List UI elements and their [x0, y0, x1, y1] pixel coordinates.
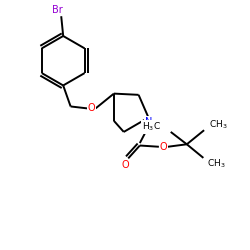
Text: O: O — [88, 104, 96, 114]
Text: CH$_3$: CH$_3$ — [207, 157, 226, 170]
Text: Br: Br — [52, 5, 63, 15]
Text: N: N — [145, 117, 152, 127]
Text: H$_3$C: H$_3$C — [142, 121, 161, 133]
Text: O: O — [121, 160, 129, 170]
Text: CH$_3$: CH$_3$ — [208, 119, 227, 132]
Text: O: O — [160, 142, 167, 152]
